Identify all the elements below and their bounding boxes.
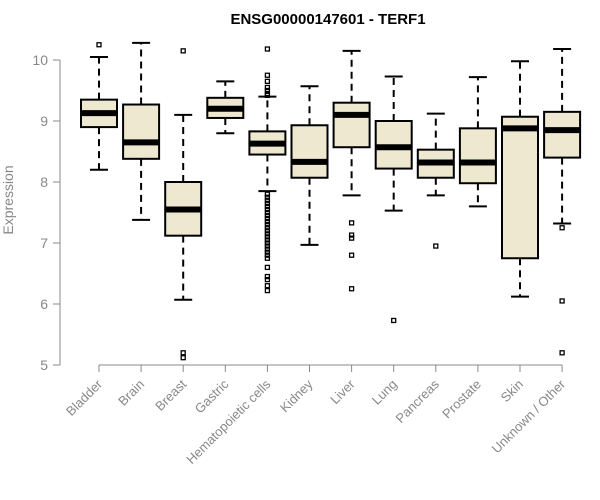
outlier-point	[264, 46, 271, 52]
outlier-point	[348, 252, 355, 258]
outlier-point	[264, 287, 271, 294]
outlier-point	[264, 191, 271, 197]
box-brain	[122, 41, 161, 221]
y-tick-label-7: 7	[40, 235, 48, 251]
x-tick-label: Breast	[152, 376, 189, 413]
outlier-point	[264, 246, 271, 252]
outlier-point	[264, 237, 271, 243]
box-liver	[332, 49, 371, 292]
outlier-point	[264, 92, 271, 99]
y-axis-label: Expression	[0, 165, 16, 234]
outlier-point	[264, 249, 271, 255]
outlier-point	[391, 317, 397, 324]
x-tick-label: Skin	[498, 377, 526, 405]
outlier-point	[264, 194, 271, 200]
x-tick-label: Unknown / Other	[489, 376, 569, 456]
x-tick-label: Liver	[327, 376, 358, 407]
outlier-point	[180, 48, 186, 54]
outlier-point	[264, 78, 271, 84]
outlier-point	[264, 231, 271, 237]
box-body	[290, 124, 329, 179]
outlier-point	[348, 235, 355, 241]
y-tick-label-5: 5	[40, 357, 48, 373]
x-tick-label: Kidney	[277, 376, 316, 415]
box-hematopoietic-cells	[248, 46, 287, 294]
x-tick-label: Pancreas	[392, 376, 442, 426]
x-tick-label: Gastric	[192, 376, 232, 416]
outlier-point	[433, 243, 439, 249]
box-body	[501, 115, 539, 260]
outlier-point	[264, 273, 271, 280]
box-kidney	[290, 85, 329, 246]
box-body	[122, 103, 161, 160]
outlier-point	[264, 243, 271, 249]
y-tick-label-8: 8	[40, 174, 48, 190]
outlier-point	[264, 212, 271, 219]
box-bladder	[80, 42, 118, 171]
outlier-point	[559, 225, 565, 231]
outlier-point	[264, 200, 271, 207]
outlier-point	[264, 206, 271, 213]
outlier-point	[96, 42, 102, 48]
box-body	[458, 127, 497, 185]
x-tick-label: Brain	[115, 377, 147, 409]
outlier-point	[264, 72, 271, 78]
outlier-point	[559, 298, 565, 304]
outlier-point	[264, 215, 271, 222]
outlier-point	[264, 84, 271, 91]
outlier-point	[264, 255, 271, 261]
x-tick-label: Lung	[369, 377, 400, 408]
outlier-point	[264, 222, 271, 228]
outlier-point	[264, 228, 271, 234]
outlier-point	[264, 87, 271, 94]
outlier-point	[264, 209, 271, 216]
box-body	[332, 101, 371, 149]
y-tick-label-9: 9	[40, 113, 48, 129]
outlier-point	[180, 355, 186, 361]
outlier-point	[264, 234, 271, 240]
x-tick-label: Prostate	[439, 377, 484, 422]
box-gastric	[206, 80, 245, 135]
outlier-point	[264, 252, 271, 258]
outlier-point	[264, 225, 271, 231]
box-skin	[501, 60, 539, 298]
outlier-point	[264, 240, 271, 246]
outlier-point	[348, 232, 355, 238]
box-lung	[374, 75, 413, 324]
box-breast	[164, 48, 203, 361]
outlier-point	[348, 286, 355, 292]
outlier-point	[264, 203, 271, 210]
box-prostate	[458, 76, 497, 208]
box-body	[543, 110, 582, 159]
y-tick-label-10: 10	[32, 52, 48, 68]
y-tick-label-6: 6	[40, 296, 48, 312]
x-tick-label: Bladder	[63, 376, 106, 419]
outlier-point	[264, 218, 271, 225]
outlier-point	[264, 264, 271, 271]
outlier-point	[264, 197, 271, 203]
outlier-point	[348, 220, 355, 226]
outlier-point	[264, 276, 271, 283]
plot-area	[80, 41, 582, 361]
box-pancreas	[416, 112, 455, 249]
outlier-point	[264, 283, 271, 289]
outlier-point	[180, 350, 186, 356]
box-unknown-other	[543, 48, 582, 356]
chart-title: ENSG00000147601 - TERF1	[230, 11, 425, 28]
outlier-point	[559, 350, 565, 356]
